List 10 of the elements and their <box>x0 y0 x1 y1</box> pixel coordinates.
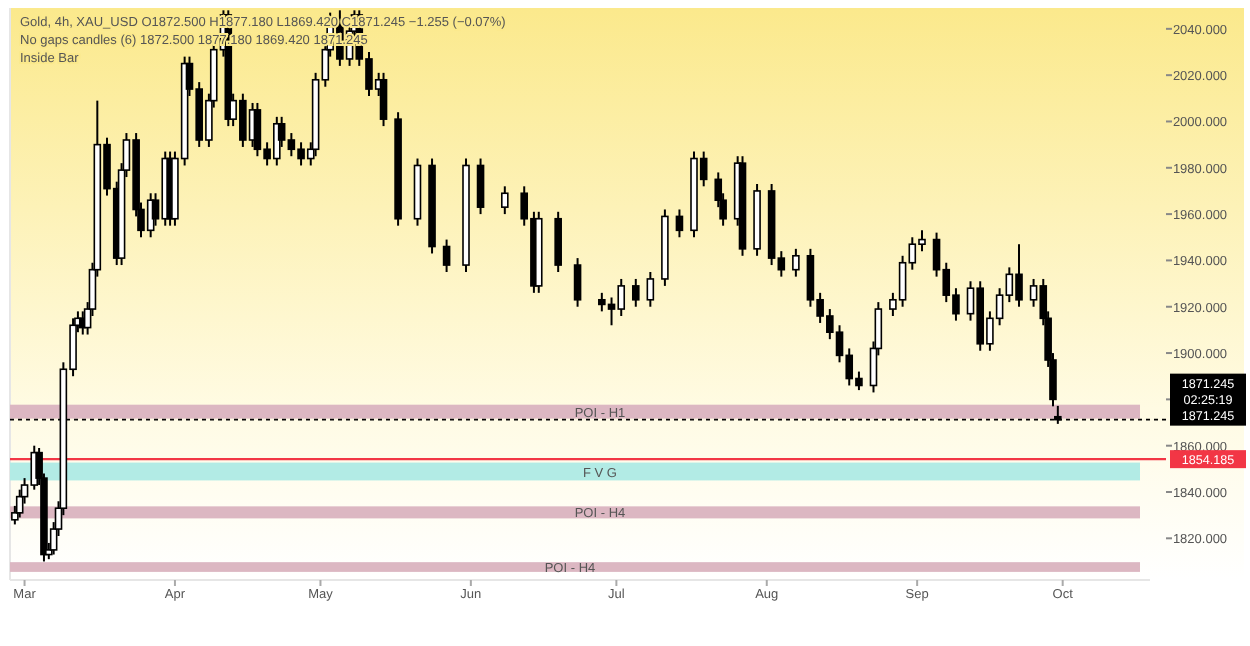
candlestick <box>442 238 451 273</box>
candlestick <box>476 157 485 216</box>
candlestick <box>675 208 684 239</box>
candlestick <box>792 247 800 278</box>
candlestick <box>646 271 655 308</box>
candlestick <box>554 210 562 273</box>
candlestick <box>631 277 640 308</box>
candlestick <box>501 185 509 216</box>
candlestick <box>379 71 388 128</box>
candlestick <box>573 257 582 308</box>
